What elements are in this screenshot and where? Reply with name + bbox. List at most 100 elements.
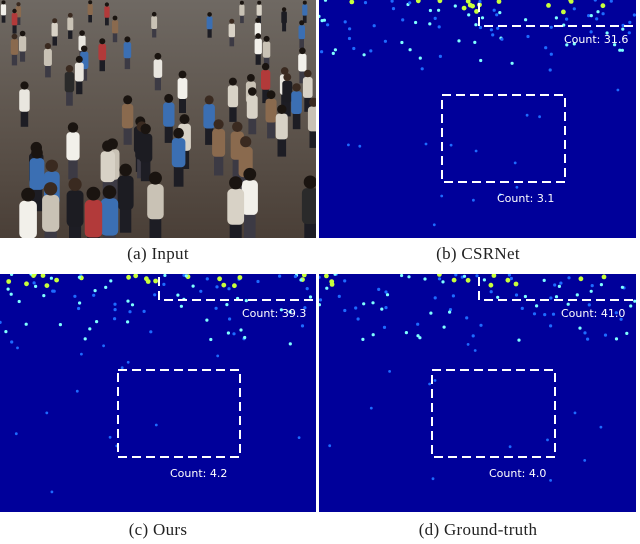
density-dot — [407, 275, 411, 279]
density-dot — [133, 274, 139, 279]
person-body — [307, 106, 316, 132]
person-legs — [173, 165, 184, 187]
density-dot — [77, 275, 81, 279]
density-dot — [288, 310, 292, 314]
density-dot — [319, 298, 323, 302]
person-body — [282, 80, 293, 103]
density-dot — [587, 303, 591, 307]
person-head — [45, 159, 58, 172]
density-dot — [24, 322, 28, 326]
person-body — [29, 158, 45, 190]
density-dot — [179, 304, 183, 308]
person-legs — [229, 222, 242, 238]
person-legs — [52, 35, 57, 46]
person-head — [299, 47, 306, 55]
person-legs — [302, 14, 307, 23]
density-dot — [232, 283, 237, 289]
density-dot — [113, 302, 117, 306]
person-legs — [44, 229, 57, 238]
density-dot — [572, 7, 576, 11]
person-body — [121, 103, 134, 129]
person-head — [240, 136, 252, 148]
top-region-box — [478, 0, 636, 27]
density-dot — [461, 5, 467, 11]
density-dot — [16, 346, 19, 350]
density-dot — [517, 338, 521, 342]
density-dots — [319, 0, 636, 227]
density-dot — [371, 301, 375, 305]
person-body — [19, 89, 30, 112]
density-dot — [113, 317, 117, 321]
center-region-count: Count: 4.0 — [489, 467, 546, 480]
density-dot — [473, 40, 477, 45]
person-head — [281, 7, 287, 12]
density-dot — [199, 289, 203, 293]
density-dot — [621, 23, 625, 27]
person-head — [123, 95, 133, 105]
person-head — [266, 90, 276, 100]
person-head — [67, 12, 73, 18]
density-dot — [24, 281, 29, 287]
person-body — [84, 199, 103, 238]
density-dot — [418, 336, 422, 340]
density-dot — [589, 30, 593, 34]
csrnet-density-panel: Count: 31.6 Count: 3.1 — [319, 0, 636, 238]
person-body — [302, 77, 313, 98]
density-dot — [590, 284, 594, 288]
density-dot — [465, 0, 471, 4]
density-dot — [416, 334, 420, 338]
person-head — [309, 97, 316, 107]
person-body — [42, 194, 60, 232]
density-dot — [49, 276, 54, 280]
person-head — [154, 52, 162, 60]
density-dot — [205, 277, 209, 281]
density-dot — [92, 293, 96, 297]
person-head — [243, 167, 257, 181]
person-legs — [263, 56, 270, 69]
person-legs — [304, 96, 312, 112]
person-legs — [299, 38, 304, 49]
density-dot — [474, 9, 479, 14]
density-dot — [572, 42, 576, 46]
person-body — [10, 39, 19, 55]
center-region-count: Count: 3.1 — [497, 192, 554, 205]
person-legs — [20, 50, 26, 62]
density-dot — [575, 293, 579, 297]
person-body — [241, 180, 258, 215]
density-dot — [428, 22, 432, 26]
csrnet-density-map: Count: 31.6 Count: 3.1 — [319, 0, 636, 238]
density-dot — [514, 293, 519, 297]
density-dot — [320, 50, 324, 54]
density-dot — [526, 34, 530, 39]
density-dot — [627, 31, 631, 35]
density-dot — [431, 477, 435, 481]
person-head — [229, 176, 243, 190]
density-dot — [243, 335, 247, 340]
top-region-box — [158, 274, 316, 301]
person-legs — [12, 24, 17, 34]
density-dot — [628, 20, 632, 24]
density-dot — [495, 13, 499, 17]
density-dot — [471, 334, 475, 338]
density-dot — [583, 459, 587, 462]
person-body — [66, 132, 80, 161]
person-head — [86, 186, 101, 201]
density-dot — [629, 304, 633, 308]
density-dot — [347, 143, 350, 147]
density-dot — [288, 342, 292, 346]
density-dot — [120, 366, 124, 370]
person-head — [19, 30, 26, 37]
density-dot — [440, 194, 444, 198]
density-dot — [383, 39, 387, 43]
density-dot — [414, 20, 418, 25]
person-head — [229, 18, 235, 24]
person-body — [275, 113, 288, 140]
density-dot — [153, 278, 159, 284]
density-dot — [559, 281, 563, 285]
person-head — [304, 69, 312, 78]
person-legs — [45, 64, 51, 78]
person-body — [19, 36, 27, 52]
person-legs — [283, 100, 291, 117]
density-dot — [480, 16, 485, 20]
density-dot — [620, 285, 624, 289]
